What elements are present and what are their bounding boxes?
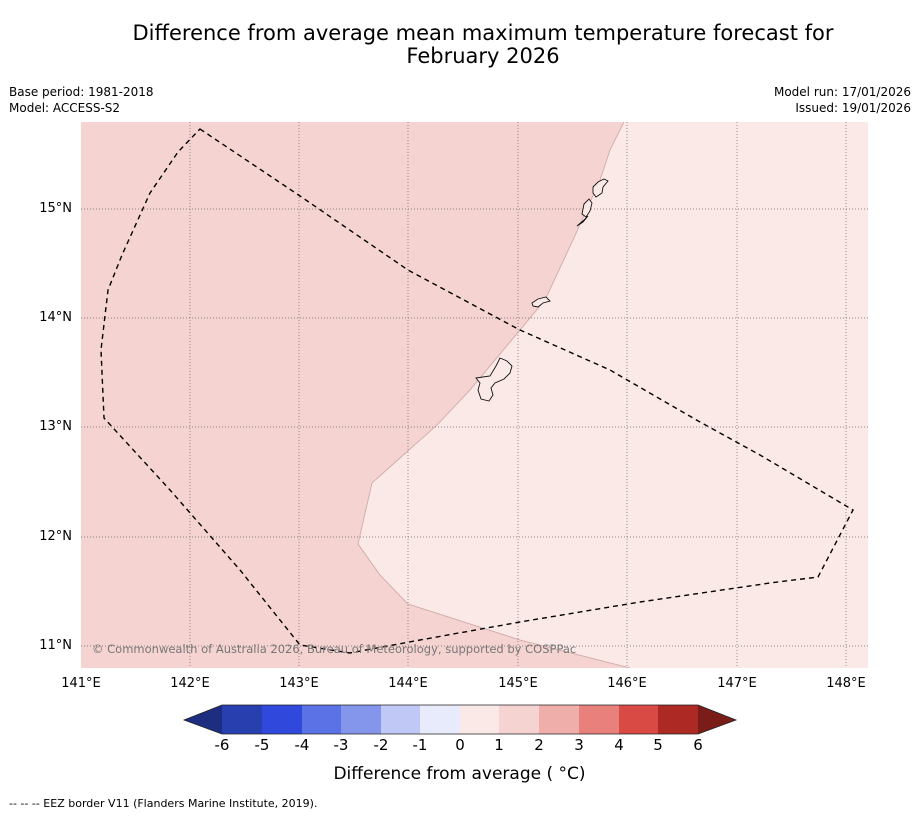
colorbar-bin [302,705,341,734]
colorbar-bin [539,705,579,734]
lon-tick: 147°E [717,676,757,691]
colorbar-bin [579,705,619,734]
colorbar-label: 3 [574,736,584,754]
model-run-label: Model run: 17/01/2026 [773,85,911,99]
title-line-2: February 2026 [406,44,560,68]
colorbar-bin [460,705,499,734]
metadata-right: Model run: 17/01/2026 Issued: 19/01/2026 [774,84,911,116]
colorbar-bin [420,705,460,734]
colorbar-bin [262,705,302,734]
lon-tick: 141°E [61,676,101,691]
chart-title: Difference from average mean maximum tem… [0,22,919,68]
lon-tick: 146°E [607,676,647,691]
island-saipan [581,198,593,218]
metadata-left: Base period: 1981-2018 Model: ACCESS-S2 [9,84,154,116]
colorbar-label: 4 [614,736,624,754]
lon-tick: 144°E [388,676,428,691]
lat-tick: 12°N [39,529,72,544]
colorbar-label: 6 [693,736,703,754]
island-guam [475,357,513,402]
colorbar-bin [341,705,381,734]
colorbar [182,704,738,735]
copyright-notice: © Commonwealth of Australia 2026, Bureau… [92,642,577,656]
colorbar-label: 1 [494,736,504,754]
islands [475,178,609,402]
colorbar-label: -3 [333,736,349,754]
colorbar-label: -2 [373,736,389,754]
lon-tick: 148°E [826,676,866,691]
lat-tick: 15°N [39,201,72,216]
title-line-1: Difference from average mean maximum tem… [132,21,834,45]
island-anatahan [592,178,609,198]
colorbar-outline [182,704,738,735]
colorbar-bin [619,705,658,734]
colorbar-label: -5 [254,736,270,754]
colorbar-label: 5 [653,736,663,754]
lon-tick: 145°E [498,676,538,691]
map-area [81,122,868,668]
colorbar-bin [658,705,698,734]
colorbar-extend-high [698,705,736,734]
colorbar-title: Difference from average ( °C) [333,764,586,784]
lon-tick: 142°E [170,676,210,691]
island-rota [531,296,551,308]
model-label: Model: ACCESS-S2 [9,101,121,115]
lat-tick: 14°N [39,310,72,325]
base-period-label: Base period: 1981-2018 [9,85,154,99]
colorbar-extend-low [184,705,222,734]
colorbar-bin [222,705,262,734]
colorbar-label: -4 [294,736,310,754]
colorbar-label: 0 [455,736,465,754]
lat-tick: 13°N [39,419,72,434]
lon-tick: 143°E [279,676,319,691]
colorbar-label: -6 [214,736,230,754]
region-east-fill [358,122,868,668]
colorbar-bin [381,705,420,734]
lat-tick: 11°N [39,638,72,653]
colorbar-label: 2 [534,736,544,754]
colorbar-bin [499,705,539,734]
eez-footnote: -- -- -- EEZ border V11 (Flanders Marine… [9,797,318,810]
island-tinian [576,215,589,227]
gridlines [81,122,868,668]
colorbar-label: -1 [412,736,428,754]
issued-label: Issued: 19/01/2026 [795,101,911,115]
eez-border [100,128,854,654]
